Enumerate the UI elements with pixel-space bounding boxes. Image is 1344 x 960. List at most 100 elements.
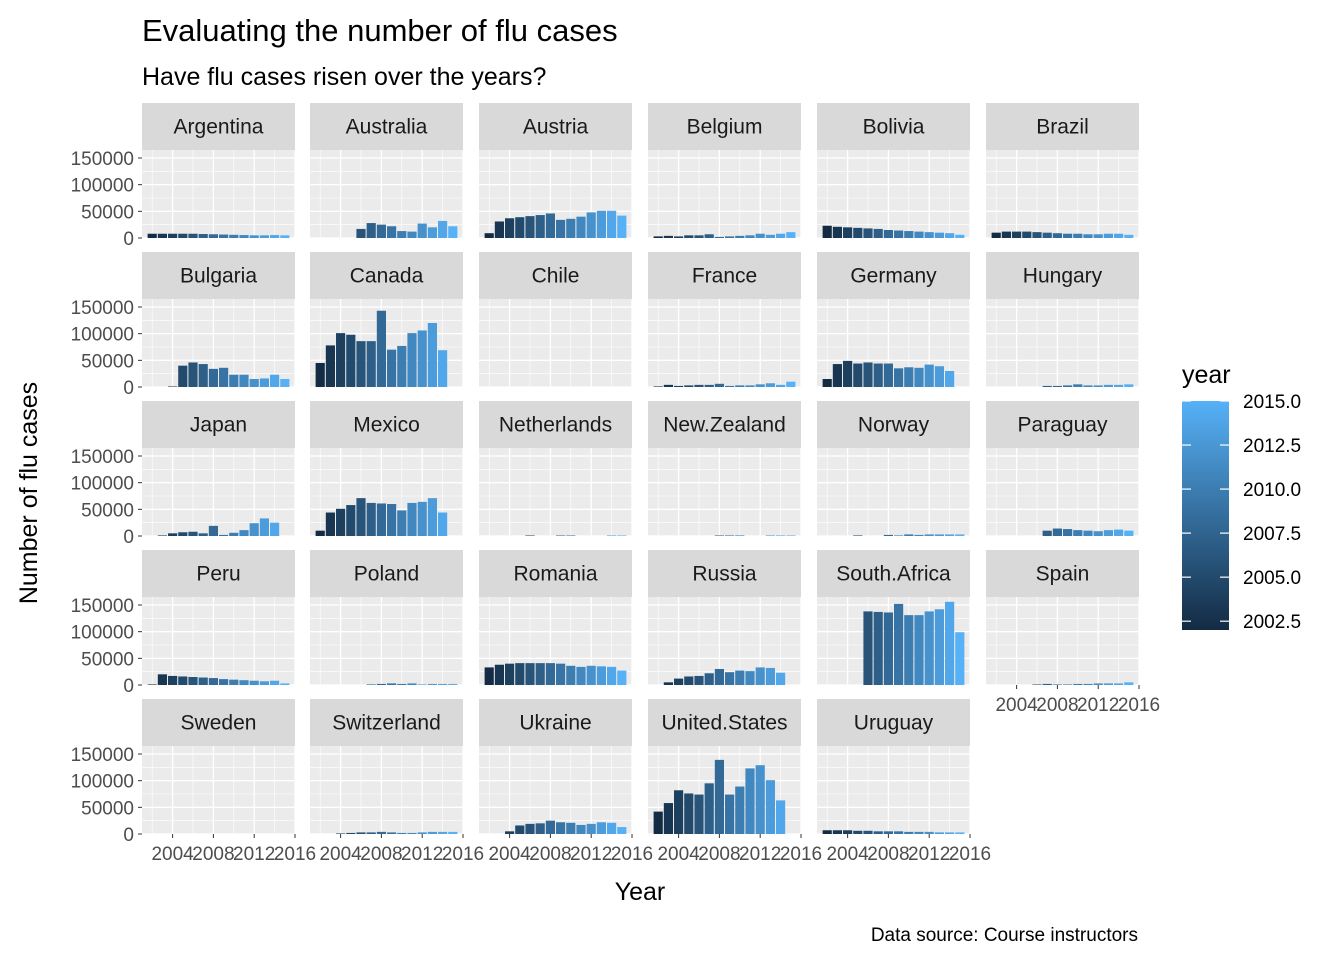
- bar-argentina-2002: [147, 233, 157, 238]
- bar-brazil-2006: [1032, 232, 1042, 238]
- facet-strip: [310, 103, 463, 150]
- bar-norway-2012: [924, 534, 934, 536]
- bar-austria-2014: [607, 210, 617, 238]
- legend-break-label: 2002.5: [1243, 612, 1301, 633]
- panel-background: [310, 746, 463, 834]
- bar-norway-2015: [955, 534, 965, 536]
- bar-bulgaria-2015: [280, 379, 290, 387]
- bar-argentina-2015: [280, 235, 290, 238]
- facet-strip-label: Chile: [532, 265, 580, 288]
- y-tick-label: 150000: [71, 596, 134, 617]
- bar-russia-2003: [663, 682, 673, 685]
- bar-bolivia-2015: [955, 234, 965, 238]
- facet-strip-label: Spain: [1036, 563, 1090, 586]
- panel-background: [986, 597, 1139, 685]
- bar-germany-2009: [894, 368, 904, 387]
- x-tick-label: 2008: [1036, 695, 1078, 716]
- bar-germany-2012: [924, 364, 934, 387]
- panel-background: [817, 150, 970, 238]
- facet-strip: [648, 252, 801, 299]
- bar-belgium-2007: [704, 234, 714, 238]
- bar-switzerland-2010: [397, 832, 407, 834]
- panel-background: [479, 150, 632, 238]
- bar-united-states-2005: [684, 793, 694, 834]
- bar-switzerland-2008: [376, 831, 386, 834]
- bar-romania-2007: [535, 663, 545, 685]
- bar-france-2007: [704, 384, 714, 387]
- y-axis-title: Number of flu cases: [15, 382, 43, 604]
- bar-france-2012: [755, 384, 765, 387]
- facet-canada: Canada: [310, 252, 464, 388]
- facet-strip: [479, 401, 632, 448]
- facet-strip-label: Russia: [692, 563, 757, 586]
- y-tick-label: 0: [123, 676, 134, 697]
- bar-brazil-2005: [1022, 231, 1032, 238]
- panel-background: [142, 150, 295, 238]
- bar-france-2006: [694, 384, 704, 387]
- facet-strip: [648, 401, 801, 448]
- bar-south-africa-2007: [873, 611, 883, 685]
- bar-germany-2010: [904, 367, 914, 387]
- legend-title: year: [1182, 361, 1231, 389]
- bar-germany-2002: [822, 379, 832, 387]
- facet-strip: [310, 550, 463, 597]
- bar-hungary-2013: [1103, 384, 1113, 387]
- panel-background: [817, 299, 970, 387]
- y-tick-label: 0: [123, 378, 134, 399]
- bar-uruguay-2008: [883, 831, 893, 834]
- bar-south-africa-2010: [904, 615, 914, 685]
- bar-germany-2013: [934, 366, 944, 387]
- bar-bolivia-2006: [863, 228, 873, 238]
- panel-background: [479, 597, 632, 685]
- facet-hungary: Hungary: [986, 252, 1140, 388]
- x-tick-label: 2008: [529, 844, 571, 865]
- bar-poland-2012: [417, 684, 427, 685]
- bar-japan-2010: [229, 532, 239, 536]
- facet-strip-label: Brazil: [1036, 116, 1089, 139]
- panel-background: [479, 448, 632, 536]
- bar-bolivia-2014: [945, 233, 955, 238]
- bar-uruguay-2006: [863, 830, 873, 834]
- bar-austria-2004: [505, 218, 515, 238]
- facet-poland: Poland: [310, 550, 464, 686]
- bar-spain-2006: [1032, 684, 1042, 685]
- facet-germany: Germany: [817, 252, 971, 388]
- bar-ukraine-2013: [596, 822, 606, 834]
- bar-australia-2006: [356, 228, 366, 238]
- bar-new-zealand-2009: [725, 535, 735, 536]
- bar-australia-2014: [438, 220, 448, 238]
- bar-new-zealand-2014: [776, 535, 786, 536]
- facet-strip: [986, 252, 1139, 299]
- bar-belgium-2005: [684, 235, 694, 238]
- bar-mexico-2008: [376, 503, 386, 536]
- bar-hungary-2014: [1114, 384, 1124, 387]
- facet-strip: [479, 550, 632, 597]
- y-tick-label: 50000: [81, 500, 134, 521]
- facet-strip: [986, 401, 1139, 448]
- x-tick-label: 2016: [442, 844, 484, 865]
- bar-brazil-2015: [1124, 234, 1134, 238]
- bar-south-africa-2011: [914, 615, 924, 685]
- bar-united-states-2004: [674, 790, 684, 834]
- bar-australia-2007: [366, 223, 376, 238]
- facet-strip-label: Sweden: [181, 712, 257, 735]
- bar-japan-2012: [249, 523, 259, 536]
- bar-uruguay-2005: [853, 830, 863, 834]
- bar-switzerland-2011: [407, 832, 417, 834]
- bar-japan-2008: [208, 525, 218, 536]
- bar-ukraine-2006: [525, 823, 535, 834]
- bar-mexico-2011: [407, 502, 417, 536]
- facet-strip: [310, 252, 463, 299]
- bar-argentina-2004: [168, 233, 178, 238]
- bar-peru-2012: [249, 680, 259, 685]
- facet-strip-label: Bulgaria: [180, 265, 257, 288]
- bar-paraguay-2014: [1114, 529, 1124, 536]
- facet-japan: Japan 0 50000 100000 150000: [71, 401, 296, 548]
- bar-poland-2015: [448, 683, 458, 685]
- bar-switzerland-2006: [356, 832, 366, 834]
- facet-strip-label: Mexico: [353, 414, 420, 437]
- facet-strip-label: United.States: [661, 712, 787, 735]
- bar-mexico-2010: [397, 510, 407, 536]
- bar-mexico-2012: [417, 501, 427, 536]
